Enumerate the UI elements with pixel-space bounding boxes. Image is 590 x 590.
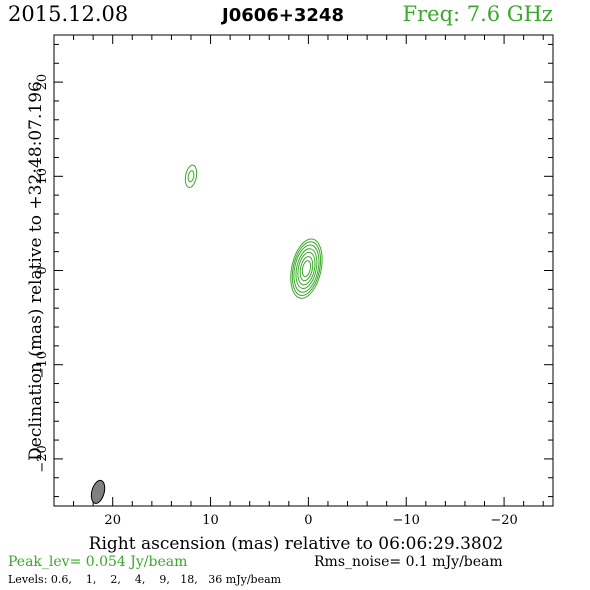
observation-date: 2015.12.08 (8, 2, 128, 26)
axis-tick-labels: 20 10 0 −10 −20 20 10 0 −10 −20 (35, 74, 518, 528)
knot-contour (187, 170, 195, 183)
core-contour (295, 248, 318, 290)
y-tick-label: 10 (35, 168, 50, 185)
contour-lines (184, 164, 323, 299)
knot-contour (184, 164, 198, 188)
beam-ellipse (90, 479, 106, 504)
restoring-beam (90, 479, 106, 504)
peak-level: Peak_lev= 0.054 Jy/beam (8, 554, 187, 570)
core-contour (299, 256, 314, 282)
y-tick-label: 20 (35, 74, 50, 91)
core-contour (293, 244, 320, 293)
x-tick-label: −20 (490, 513, 517, 528)
frequency-label: Freq: 7.6 GHz (403, 2, 553, 26)
core-contour (301, 260, 312, 277)
contour-levels: Levels: 0.6, 1, 2, 4, 9, 18, 36 mJy/beam (8, 573, 282, 586)
y-tick-label: −10 (35, 351, 50, 378)
core-contour (290, 238, 323, 299)
source-name: J0606+3248 (220, 5, 344, 26)
y-tick-label: 0 (35, 266, 50, 274)
core-contour (291, 241, 322, 296)
x-axis-label: Right ascension (mas) relative to 06:06:… (89, 534, 504, 554)
x-tick-label: 20 (104, 513, 121, 528)
x-tick-label: −10 (393, 513, 420, 528)
core-contour (297, 251, 316, 286)
axis-ticks (53, 35, 553, 506)
plot-frame (53, 34, 554, 507)
x-tick-label: 10 (202, 513, 219, 528)
rms-noise: Rms_noise= 0.1 mJy/beam (314, 554, 503, 570)
y-tick-label: −20 (35, 445, 50, 472)
y-axis-label: Declination (mas) relative to +32:48:07.… (26, 81, 46, 461)
x-tick-label: 0 (304, 513, 312, 528)
